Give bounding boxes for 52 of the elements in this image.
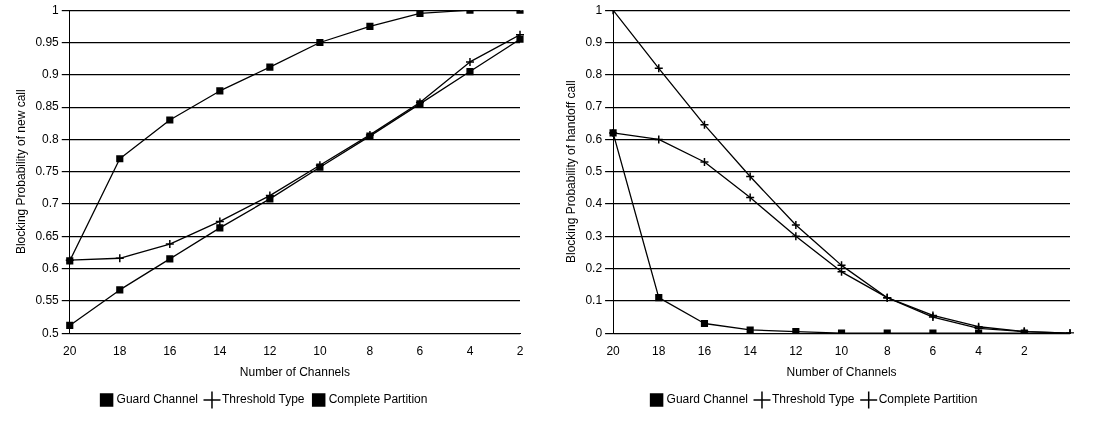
- x-tick-label: 2: [1020, 343, 1028, 358]
- y-tick-label: 0.6: [585, 131, 603, 146]
- y-tick-label: 0.5: [585, 164, 603, 179]
- y-tick-label: 0: [595, 325, 603, 340]
- x-tick-label: 10: [313, 343, 327, 358]
- y-tick-label: 0.95: [35, 34, 60, 49]
- y-tick-label: 1: [595, 2, 603, 17]
- y-tick-label: 0.8: [585, 67, 603, 82]
- y-tick-label: 0.85: [35, 99, 60, 114]
- y-tick-label: 0.9: [585, 34, 603, 49]
- y-tick-label: 0.4: [585, 196, 603, 211]
- y-axis-title: Blocking Probability of handoff call: [563, 80, 578, 263]
- x-tick-label: 6: [416, 343, 424, 358]
- y-tick-label: 0.6: [42, 260, 60, 275]
- y-tick-label: 0.65: [35, 228, 60, 243]
- y-tick-label: 0.8: [42, 131, 60, 146]
- x-tick-label: 20: [63, 343, 77, 358]
- legend-label: Guard Channel: [666, 392, 748, 407]
- legend-label: Complete Partition: [878, 392, 978, 407]
- x-tick-label: 6: [929, 343, 937, 358]
- x-tick-label: 4: [466, 343, 474, 358]
- x-tick-label: 14: [213, 343, 227, 358]
- x-axis-title: Number of Channels: [239, 365, 350, 380]
- x-tick-label: 10: [834, 343, 849, 358]
- y-tick-label: 0.7: [585, 99, 603, 114]
- x-tick-label: 2: [516, 343, 524, 358]
- x-tick-label: 18: [652, 343, 666, 358]
- y-axis-title: Blocking Probability of new call: [13, 89, 28, 255]
- legend-label: Complete Partition: [328, 392, 428, 407]
- x-tick-label: 4: [975, 343, 983, 358]
- x-tick-label: 18: [113, 343, 127, 358]
- y-tick-label: 0.1: [585, 293, 603, 308]
- y-tick-label: 0.55: [35, 293, 60, 308]
- x-tick-label: 16: [697, 343, 712, 358]
- x-tick-label: 12: [263, 343, 277, 358]
- y-tick-label: 0.5: [42, 325, 60, 340]
- y-tick-label: 0.75: [35, 164, 60, 179]
- y-tick-label: 0.2: [585, 260, 603, 275]
- x-tick-label: 8: [366, 343, 374, 358]
- x-tick-label: 16: [163, 343, 177, 358]
- x-tick-label: 8: [883, 343, 891, 358]
- y-tick-label: 0.7: [42, 196, 60, 211]
- legend-label: Threshold Type: [221, 392, 305, 407]
- x-tick-label: 12: [789, 343, 803, 358]
- x-tick-label: 20: [606, 343, 621, 358]
- legend-label: Threshold Type: [771, 392, 855, 407]
- y-tick-label: 0.3: [585, 228, 603, 243]
- y-tick-label: 0.9: [42, 67, 60, 82]
- x-axis-title: Number of Channels: [786, 365, 897, 380]
- y-tick-label: 1: [52, 2, 60, 17]
- legend-label: Guard Channel: [116, 392, 198, 407]
- x-tick-label: 14: [743, 343, 758, 358]
